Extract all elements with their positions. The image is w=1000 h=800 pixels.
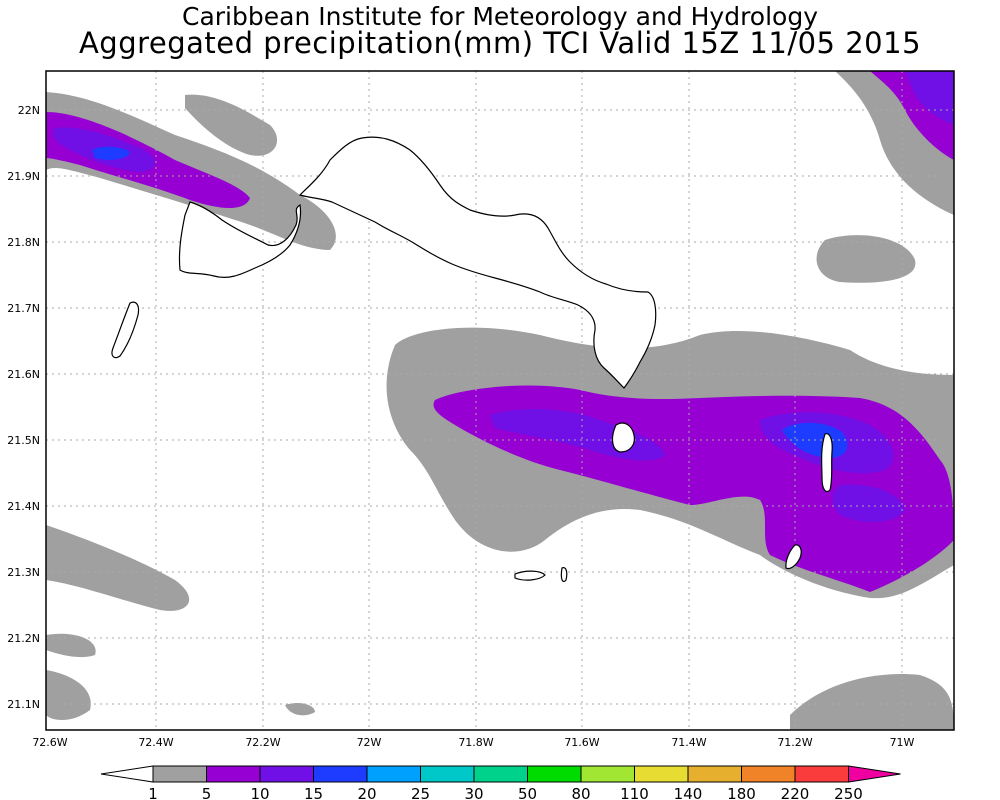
lon-tick-label: 71.2W (777, 736, 812, 749)
lat-tick-label: 22N (18, 104, 40, 117)
lat-tick-label: 21.8N (7, 236, 40, 249)
precip-area-east-blob (816, 235, 916, 283)
legend-arrow-high (848, 765, 901, 783)
legend-swatch (794, 765, 849, 783)
cay-south-1 (514, 570, 546, 581)
cay-south-2 (560, 567, 568, 583)
legend-swatch (580, 765, 635, 783)
lon-tick-label: 71.8W (458, 736, 493, 749)
legend-label: 110 (620, 785, 649, 800)
legend-label: 15 (304, 785, 323, 800)
precip-area-s-gray (46, 670, 91, 720)
grand-turk-island (821, 433, 833, 493)
east-caicos-island (611, 422, 635, 453)
mayaguana-like-island (111, 301, 140, 359)
lat-tick-label: 21.1N (7, 698, 40, 711)
legend-swatch (313, 765, 368, 783)
legend-swatch (366, 765, 421, 783)
island-outlines (111, 136, 833, 583)
chart-title-line-2: Aggregated precipitation(mm) TCI Valid 1… (78, 26, 922, 60)
west-caicos-island (178, 201, 302, 279)
precip-area-se-gray (790, 674, 954, 730)
lat-tick-label: 21.5N (7, 434, 40, 447)
precip-area-nw-blue (92, 146, 130, 160)
legend-swatch (152, 765, 207, 783)
lat-tick-label: 21.4N (7, 500, 40, 513)
lon-tick-label: 71W (890, 736, 915, 749)
legend-label: 25 (411, 785, 430, 800)
legend-swatch (687, 765, 742, 783)
legend-label: 80 (571, 785, 590, 800)
precip-color-legend: 1 5 10 15 20 25 30 50 80 110 140 180 220 250 (100, 765, 901, 800)
legend-swatch (741, 765, 796, 783)
legend-label: 180 (727, 785, 756, 800)
lat-tick-label: 21.9N (7, 170, 40, 183)
legend-swatch (634, 765, 689, 783)
map-frame (45, 70, 955, 731)
chart-title-line-1: Caribbean Institute for Meteorology and … (182, 2, 818, 31)
lon-tick-label: 72.4W (138, 736, 173, 749)
lat-axis: 22N 21.9N 21.8N 21.7N 21.6N 21.5N 21.4N … (7, 104, 40, 711)
legend-label: 20 (357, 785, 376, 800)
lon-tick-label: 72W (357, 736, 382, 749)
legend-label: 220 (781, 785, 810, 800)
legend-swatch (420, 765, 475, 783)
precip-area-sw-gray (46, 525, 190, 611)
legend-label: 250 (834, 785, 863, 800)
lon-tick-label: 71.4W (671, 736, 706, 749)
legend-arrow-low (100, 765, 154, 783)
precip-area-sw-gray-2 (46, 633, 96, 658)
legend-swatch (206, 765, 261, 783)
lat-tick-label: 21.3N (7, 566, 40, 579)
lat-tick-label: 21.6N (7, 368, 40, 381)
legend-label: 140 (674, 785, 703, 800)
legend-label: 5 (202, 785, 212, 800)
precip-area-east-violet-2 (832, 484, 905, 522)
lon-tick-label: 72.6W (32, 736, 67, 749)
precip-area-ne-violet (905, 71, 954, 125)
precip-area-south-blob (285, 702, 315, 716)
legend-swatch (473, 765, 528, 783)
legend-label: 50 (518, 785, 537, 800)
map-gridlines (46, 71, 954, 730)
legend-label: 10 (250, 785, 269, 800)
legend-label: 1 (148, 785, 158, 800)
salt-cay-island (785, 544, 802, 570)
lat-tick-label: 21.2N (7, 632, 40, 645)
lon-tick-label: 72.2W (245, 736, 280, 749)
legend-label: 30 (464, 785, 483, 800)
lon-tick-label: 71.6W (564, 736, 599, 749)
north-caicos-island (298, 136, 657, 389)
lat-tick-label: 21.7N (7, 302, 40, 315)
lon-axis: 72.6W 72.4W 72.2W 72W 71.8W 71.6W 71.4W … (32, 736, 914, 749)
legend-swatch (259, 765, 314, 783)
legend-swatch (527, 765, 582, 783)
